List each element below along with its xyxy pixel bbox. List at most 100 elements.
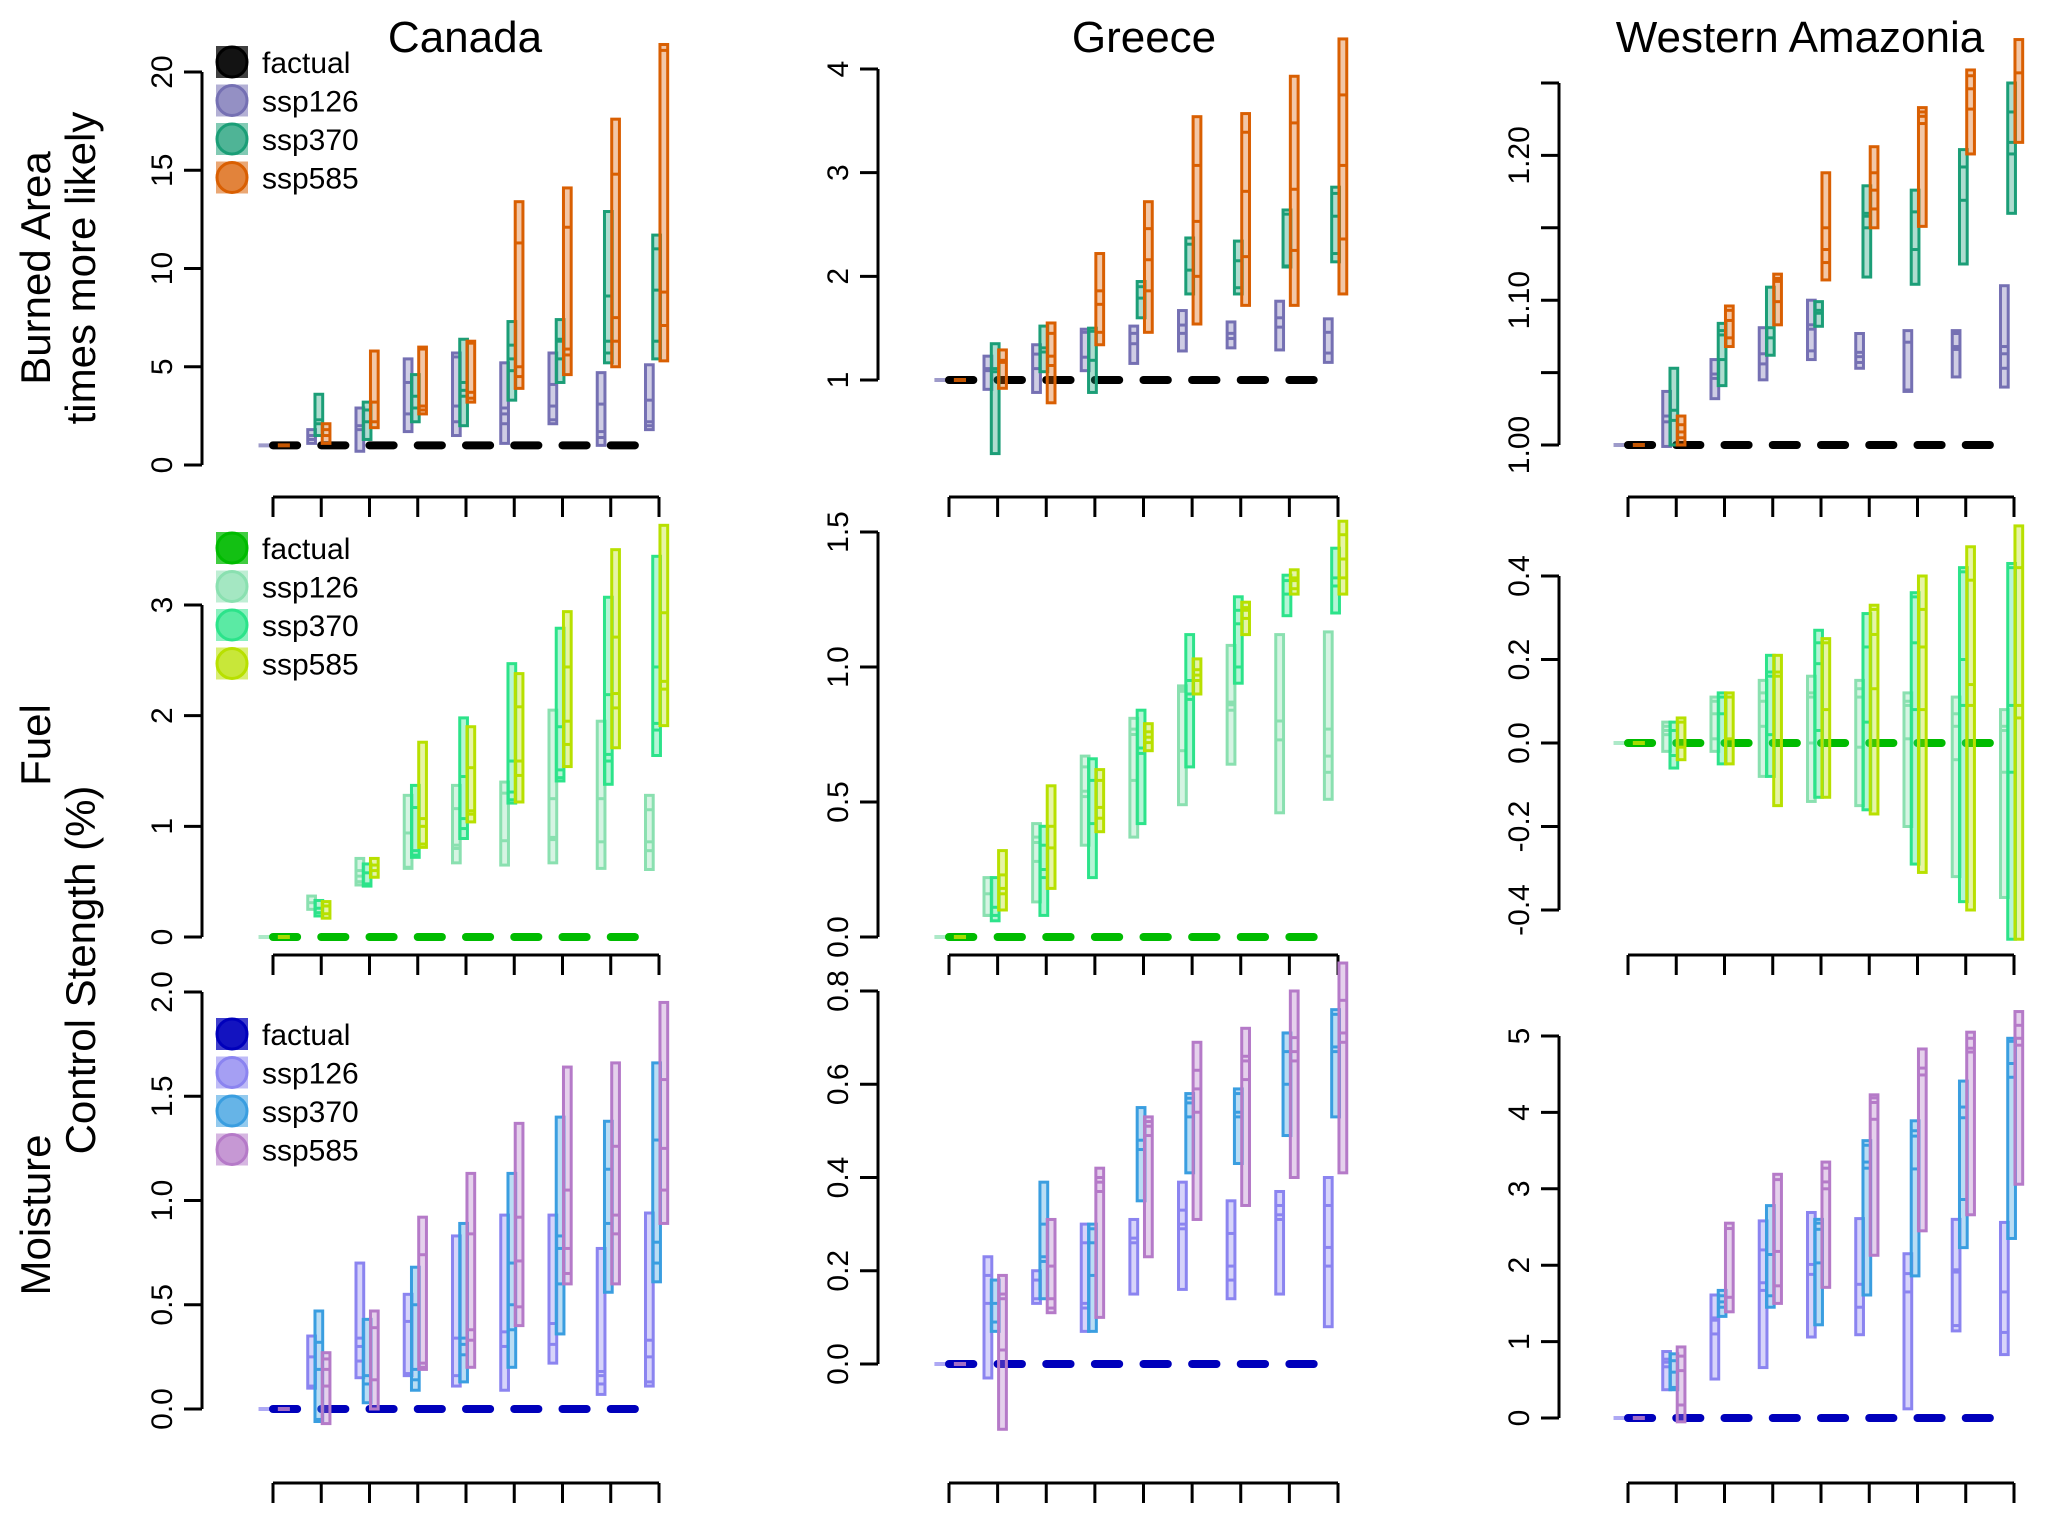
y-tick-label: -0.2 — [1503, 801, 1536, 853]
row-label-burned-area-line2: times more likely — [57, 112, 104, 425]
panel-r2-c0: 0.00.51.01.52.020202040206020802100factu… — [146, 971, 670, 1503]
series-ssp370 — [313, 554, 662, 918]
series-ssp370 — [989, 546, 1341, 923]
range-box-ssp585 — [997, 1273, 1008, 1431]
range-box-ssp126 — [1177, 1180, 1188, 1291]
series-ssp370 — [989, 1008, 1341, 1333]
legend-marker-ssp585 — [215, 647, 249, 680]
series-ssp585 — [1675, 1010, 2025, 1424]
series-ssp126 — [306, 1211, 655, 1396]
range-box-ssp585 — [1916, 106, 1928, 228]
panel-r2-c1: 0.00.20.40.60.820202040206020802100 — [822, 961, 1349, 1503]
series-ssp370 — [313, 210, 662, 441]
range-box-ssp126 — [499, 361, 510, 445]
y-tick-label: 1 — [822, 372, 855, 389]
series-ssp585 — [320, 523, 670, 920]
y-tick-label: 20 — [146, 55, 179, 88]
range-box-ssp585 — [610, 117, 621, 369]
column-title-western-amazonia: Western Amazonia — [1616, 13, 1985, 62]
y-tick-label: 2 — [1503, 1257, 1536, 1274]
range-box-ssp585 — [513, 1121, 525, 1328]
y-tick-label: 15 — [146, 154, 179, 187]
y-tick-label: 0 — [1503, 1410, 1536, 1427]
y-tick-label: 0.6 — [822, 1063, 855, 1105]
range-box-ssp585 — [513, 200, 525, 390]
y-tick-label: -0.4 — [1503, 884, 1536, 936]
y-tick-label: 0.0 — [822, 1343, 855, 1385]
panel-r0-c0: 0 5 10 15 20 factual ssp126 ssp370 ssp585 — [146, 42, 670, 517]
legend-marker-ssp126 — [215, 1056, 249, 1089]
range-box-ssp585 — [1868, 603, 1880, 816]
series-ssp585 — [1675, 38, 2025, 447]
y-tick-label: 1.20 — [1503, 126, 1536, 184]
range-box-ssp585 — [465, 339, 477, 404]
range-box-ssp585 — [368, 349, 380, 430]
range-box-ssp126 — [547, 708, 559, 865]
row-labels: Burned Area times more likely Fuel Moist… — [12, 112, 104, 1296]
legend: factual ssp126 ssp370 ssp585 — [215, 531, 359, 682]
range-box-ssp585 — [417, 1215, 428, 1371]
range-box-ssp585 — [1240, 112, 1252, 307]
series-ssp126 — [982, 299, 1334, 394]
range-box-ssp585 — [1965, 1030, 1976, 1217]
y-tick-label: 3 — [822, 164, 855, 181]
range-box-ssp585 — [1868, 1093, 1880, 1257]
y-tick-label: 5 — [1503, 1028, 1536, 1045]
y-tick-label: 1.0 — [146, 1180, 179, 1222]
range-box-ssp585 — [1916, 574, 1928, 874]
series-ssp126 — [306, 351, 655, 453]
range-box-ssp585 — [320, 1351, 332, 1426]
y-tick-label: 0.0 — [1503, 722, 1536, 764]
y-tick-label: 1 — [1503, 1333, 1536, 1350]
range-box-ssp585 — [1045, 321, 1057, 405]
range-box-ssp126 — [1902, 329, 1914, 393]
range-box-ssp585 — [513, 672, 525, 804]
range-box-ssp585 — [1142, 1115, 1154, 1259]
range-box-ssp585 — [1288, 74, 1300, 307]
series-ssp126 — [1661, 284, 2010, 448]
series-ssp126 — [1661, 1210, 2010, 1411]
range-box-ssp585 — [1772, 653, 1783, 808]
legend-label-ssp126: ssp126 — [262, 86, 359, 119]
range-box-ssp126 — [1225, 320, 1237, 350]
range-box-ssp585 — [1916, 1047, 1928, 1233]
range-box-ssp126 — [1998, 1220, 2010, 1357]
y-tick-label: 0 — [146, 929, 179, 946]
range-box-ssp585 — [1772, 1172, 1783, 1305]
y-tick-label: 1.0 — [822, 646, 855, 688]
range-box-ssp126 — [1274, 633, 1286, 815]
range-box-ssp585 — [2013, 1010, 2025, 1186]
legend-marker-ssp370 — [215, 1094, 249, 1128]
range-box-ssp585 — [465, 1171, 477, 1369]
range-box-ssp585 — [368, 856, 380, 879]
range-box-ssp585 — [1723, 304, 1735, 349]
legend-marker-factual — [215, 1017, 249, 1051]
range-box-ssp585 — [997, 849, 1008, 912]
y-tick-label: 0.4 — [1503, 555, 1536, 597]
y-tick-label: 10 — [146, 252, 179, 285]
y-tick-label: 2 — [822, 268, 855, 285]
range-box-ssp126 — [547, 351, 559, 426]
range-box-ssp585 — [561, 1065, 573, 1286]
range-box-ssp585 — [1723, 1221, 1735, 1314]
range-box-ssp126 — [1128, 1217, 1140, 1296]
range-box-ssp585 — [1820, 1160, 1832, 1289]
legend-marker-ssp585 — [215, 161, 249, 194]
series-ssp585 — [997, 37, 1349, 405]
row-label-moisture: Moisture — [12, 1134, 59, 1295]
column-title-canada: Canada — [388, 13, 543, 62]
range-box-ssp585 — [1094, 1166, 1106, 1319]
panel-r2-c2: 01234520202040206020802100 — [1503, 1010, 2025, 1503]
legend-marker-ssp370 — [215, 608, 249, 642]
range-box-ssp126 — [1274, 1189, 1286, 1296]
series-ssp126 — [1661, 674, 2010, 899]
range-box-ssp585 — [1723, 691, 1735, 766]
range-box-ssp585 — [1965, 545, 1976, 912]
series-ssp370 — [989, 185, 1341, 456]
legend-marker-ssp126 — [215, 84, 249, 117]
range-box-ssp126 — [1709, 1293, 1721, 1381]
range-box-ssp585 — [1868, 145, 1880, 230]
range-box-ssp126 — [1177, 309, 1188, 353]
legend-marker-factual — [215, 531, 249, 565]
series-ssp370 — [1668, 81, 2017, 447]
